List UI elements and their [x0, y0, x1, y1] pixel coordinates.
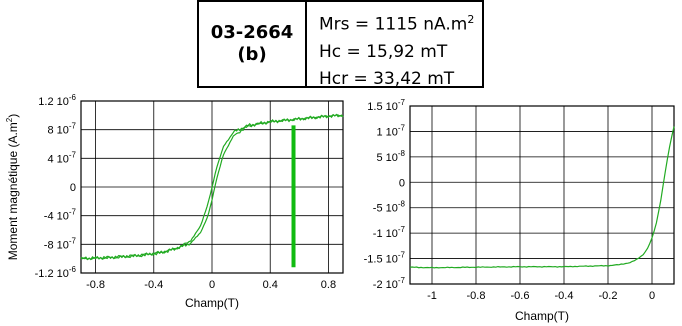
y-tick-mantissa: 0 — [70, 182, 76, 194]
x-axis-label: Champ(T) — [515, 309, 569, 323]
x-tick-label: -0.8 — [86, 279, 105, 291]
sample-label: 03-2664 (b) — [199, 2, 307, 86]
x-tick-label: 0.8 — [321, 279, 336, 291]
x-tick-label: 0 — [649, 290, 655, 302]
y-tick-label: -4 10-7 — [44, 208, 77, 223]
data-series-line — [80, 113, 344, 261]
y-tick-label: 4 10-7 — [47, 150, 76, 165]
y-tick-label: 1.5 10-7 — [367, 98, 405, 113]
x-axis-label: Champ(T) — [185, 296, 239, 310]
y-tick-exponent: -7 — [69, 208, 77, 217]
x-tick-label: -0.6 — [511, 290, 530, 302]
y-tick-mantissa: 0 — [399, 177, 405, 189]
y-tick-label: -1 10-7 — [373, 225, 406, 240]
data-series-line — [409, 126, 675, 269]
y-tick-label: 0 — [399, 177, 405, 189]
sample-id: 03-2664 — [210, 22, 294, 43]
y-tick-label: 5 10-8 — [376, 149, 405, 164]
y-tick-mantissa: 1.2 10 — [38, 96, 69, 108]
chart-2: -1 -0.8 -0.6 -0.4 -0.2 01.5 10-71 10-75 10-80… — [364, 98, 675, 323]
y-tick-mantissa: 4 10 — [47, 153, 68, 165]
y-tick-mantissa: -8 10 — [44, 239, 69, 251]
y-tick-exponent: -8 — [398, 149, 406, 158]
y-tick-mantissa: 5 10 — [376, 152, 397, 164]
y-tick-mantissa: -1 10 — [373, 228, 398, 240]
y-axis-label-main: Moment magnétique (A.m — [6, 122, 20, 260]
plot-frame — [80, 100, 344, 274]
y-axis-label-sup: 2 — [5, 117, 14, 122]
x-tick-label: -0.2 — [599, 290, 618, 302]
y-tick-label: -1.2 10-6 — [35, 265, 77, 280]
y-tick-mantissa: -1.2 10 — [35, 268, 69, 280]
y-tick-label: -2 10-7 — [373, 276, 406, 291]
x-tick-label: 0 — [209, 279, 215, 291]
y-tick-exponent: -6 — [69, 265, 77, 274]
y-tick-label: 1.2 10-6 — [38, 93, 76, 108]
hc-value: Hc = 15,92 mT — [319, 41, 448, 62]
y-tick-mantissa: 1 10 — [376, 126, 397, 138]
x-tick-label: -0.4 — [144, 279, 163, 291]
y-tick-mantissa: -2 10 — [373, 279, 398, 291]
y-tick-exponent: -7 — [69, 122, 77, 131]
x-tick-label: -0.4 — [555, 290, 574, 302]
y-tick-label: -5 10-8 — [373, 200, 406, 215]
y-tick-label: -8 10-7 — [44, 236, 77, 251]
y-tick-label: 0 — [70, 182, 76, 194]
y-tick-exponent: -7 — [398, 225, 406, 234]
y-tick-exponent: -7 — [398, 276, 406, 285]
x-tick-label: 0.4 — [263, 279, 278, 291]
mrs-value: Mrs = 1115 nA.m2 — [319, 6, 482, 39]
y-tick-mantissa: 8 10 — [47, 125, 68, 137]
y-tick-exponent: -7 — [69, 150, 77, 159]
parameters-box: 03-2664 (b) Mrs = 1115 nA.m2 Hc = 15,92 … — [197, 0, 484, 89]
y-tick-mantissa: -4 10 — [44, 211, 69, 223]
y-tick-exponent: -6 — [69, 93, 77, 102]
y-axis-label: Moment magnétique (A.m2) — [5, 114, 20, 261]
x-tick-label: -0.8 — [467, 290, 486, 302]
y-tick-label: -1.5 10-7 — [364, 251, 406, 266]
parameter-list: Mrs = 1115 nA.m2 Hc = 15,92 mT Hcr = 33,… — [307, 2, 482, 89]
y-axis-label-end: ) — [6, 114, 20, 118]
y-tick-mantissa: 1.5 10 — [367, 101, 398, 113]
chart-1: -0.8 -0.4 0 0.4 0.81.2 10-68 10-74 10-70-4 1… — [5, 93, 344, 310]
panel-label: (b) — [237, 44, 267, 65]
y-tick-mantissa: -1.5 10 — [364, 254, 398, 266]
y-tick-exponent: -7 — [69, 236, 77, 245]
hcr-value: Hcr = 33,42 mT — [319, 68, 455, 89]
y-tick-exponent: -7 — [398, 123, 406, 132]
plot-frame — [409, 105, 675, 285]
y-tick-exponent: -8 — [398, 200, 406, 209]
y-tick-label: 8 10-7 — [47, 122, 76, 137]
y-tick-mantissa: -5 10 — [373, 203, 398, 215]
y-tick-exponent: -7 — [398, 251, 406, 260]
x-tick-label: -1 — [427, 290, 437, 302]
y-tick-exponent: -7 — [398, 98, 406, 107]
mrs-text: Mrs = 1115 nA.m — [319, 14, 468, 35]
mrs-sup: 2 — [467, 13, 475, 26]
y-tick-label: 1 10-7 — [376, 123, 405, 138]
